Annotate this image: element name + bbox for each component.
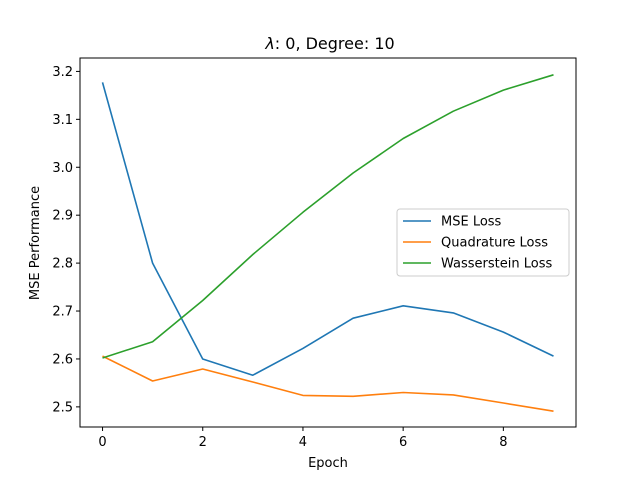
- series-line-quadrature-loss: [102, 355, 554, 412]
- y-tick-label: 3.0: [52, 161, 73, 176]
- series-line-wasserstein-loss: [102, 74, 554, 359]
- y-tick-label: 2.8: [52, 257, 73, 272]
- x-tick-label: 2: [199, 435, 207, 450]
- series-line-mse-loss: [101, 82, 554, 377]
- plot-frame: [79, 57, 577, 428]
- legend-label: Wasserstein Loss: [441, 257, 552, 272]
- legend-label: MSE Loss: [441, 215, 502, 230]
- chart-title: λ: 0, Degree: 10: [264, 34, 394, 53]
- title-text: : 0, Degree: 10: [275, 34, 395, 53]
- y-tick-label: 2.9: [52, 209, 73, 224]
- y-tick-label: 3.1: [52, 113, 73, 128]
- legend-label: Quadrature Loss: [441, 236, 548, 251]
- y-axis-label: MSE Performance: [28, 186, 43, 300]
- x-axis: 0 2 4 6 8: [98, 427, 507, 450]
- legend: MSE Loss Quadrature Loss Wasserstein Loss: [396, 208, 570, 277]
- y-tick-label: 2.6: [52, 352, 73, 367]
- x-tick-label: 4: [299, 435, 307, 450]
- series-layer: [101, 74, 554, 412]
- x-axis-label: Epoch: [308, 456, 348, 471]
- y-tick-label: 2.7: [52, 305, 73, 320]
- y-tick-label: 3.2: [52, 65, 73, 80]
- x-tick-label: 0: [98, 435, 106, 450]
- y-tick-label: 2.5: [52, 400, 73, 415]
- x-tick-label: 6: [399, 435, 407, 450]
- y-axis: 2.5 2.6 2.7 2.8 2.9 3.0 3.1 3.2: [52, 65, 80, 415]
- legend-box: [396, 208, 570, 277]
- plot-area: [79, 57, 577, 428]
- title-lambda: λ: [264, 34, 274, 53]
- x-tick-label: 8: [499, 435, 507, 450]
